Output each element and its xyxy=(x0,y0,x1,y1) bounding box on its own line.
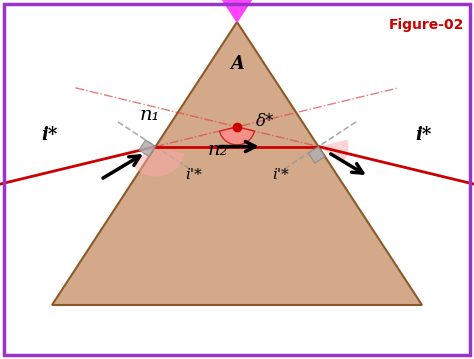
Wedge shape xyxy=(130,146,185,177)
Wedge shape xyxy=(319,140,348,163)
Text: Figure-02: Figure-02 xyxy=(389,18,464,32)
Text: i*: i* xyxy=(42,126,58,144)
Wedge shape xyxy=(222,0,252,22)
Text: i'*: i'* xyxy=(272,168,289,182)
Polygon shape xyxy=(139,140,155,157)
Polygon shape xyxy=(309,146,325,163)
Wedge shape xyxy=(219,127,255,145)
Text: i*: i* xyxy=(416,126,432,144)
Text: A: A xyxy=(230,55,244,73)
Text: i'*: i'* xyxy=(185,168,202,182)
Polygon shape xyxy=(52,22,422,305)
Text: n₂: n₂ xyxy=(208,141,228,159)
Text: n₁: n₁ xyxy=(140,106,160,124)
Text: δ*: δ* xyxy=(256,113,274,130)
